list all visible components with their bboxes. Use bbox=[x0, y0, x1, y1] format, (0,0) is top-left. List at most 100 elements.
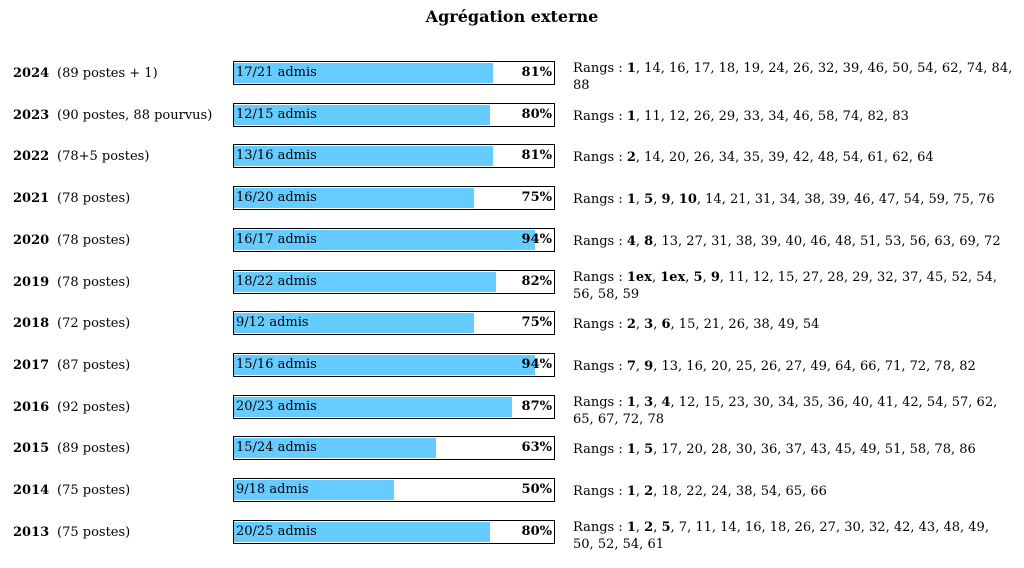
rank-value: 64 bbox=[835, 358, 852, 374]
row-year: 2024 bbox=[13, 66, 50, 81]
rank-value: 62 bbox=[941, 61, 959, 76]
rank-value: 65 bbox=[785, 483, 803, 499]
rank-value: 67 bbox=[597, 412, 615, 427]
rank-value: 50 bbox=[573, 537, 590, 552]
rank-value: 49 bbox=[778, 316, 795, 332]
ranks-label: Rangs : bbox=[573, 483, 627, 499]
ranks-label: Rangs : bbox=[573, 149, 627, 165]
rank-value: 26 bbox=[793, 61, 810, 76]
rank-value: 30 bbox=[735, 441, 753, 457]
rank-value: 13 bbox=[661, 233, 679, 249]
ranks-text: Rangs : 1, 5, 17, 20, 28, 30, 36, 37, 43… bbox=[573, 441, 976, 457]
rank-value: 27 bbox=[802, 270, 820, 285]
rank-value: 27 bbox=[785, 358, 803, 374]
ranks-label: Rangs : bbox=[573, 191, 627, 207]
row-year: 2015 bbox=[13, 441, 50, 456]
ranks-label: Rangs : bbox=[573, 316, 627, 332]
rank-value: 86 bbox=[959, 441, 976, 457]
rank-value: 54 bbox=[917, 61, 934, 76]
bar-percent-label: 80% bbox=[521, 524, 552, 539]
row-ranks: Rangs : 2, 14, 20, 26, 34, 35, 39, 42, 4… bbox=[573, 143, 1013, 171]
rank-value: 64 bbox=[917, 149, 934, 165]
bar-percent-label: 50% bbox=[521, 482, 552, 497]
bar-percent-label: 82% bbox=[521, 274, 552, 289]
rank-value: 9 bbox=[644, 358, 654, 374]
rank-value: 3 bbox=[644, 395, 654, 410]
rank-value: 21 bbox=[703, 316, 721, 332]
rank-value: 4 bbox=[661, 395, 671, 410]
rank-value: 46 bbox=[867, 61, 885, 76]
rank-value: 42 bbox=[902, 395, 919, 410]
bar-percent-label: 75% bbox=[521, 190, 552, 205]
rank-value: 42 bbox=[793, 149, 810, 165]
rank-value: 38 bbox=[735, 233, 753, 249]
rank-value: 15 bbox=[777, 270, 795, 285]
rank-value: 40 bbox=[852, 395, 870, 410]
result-row-2018: 2018 (72 postes) 9/12 admis 75% Rangs : 2, 3… bbox=[0, 310, 1024, 352]
bar-admis-label: 16/20 admis bbox=[236, 190, 317, 205]
rank-value: 46 bbox=[854, 191, 871, 207]
bar-fill-2023 bbox=[234, 105, 490, 125]
rank-value: 14 bbox=[644, 149, 661, 165]
rank-value: 30 bbox=[844, 520, 861, 535]
result-row-2015: 2015 (89 postes) 15/24 admis 63% Rangs : 1, … bbox=[0, 435, 1024, 477]
row-postes-info: (78 postes) bbox=[57, 275, 131, 290]
rank-value: 16 bbox=[686, 358, 703, 374]
bar-percent-label: 75% bbox=[521, 315, 552, 330]
rank-value: 38 bbox=[753, 316, 770, 332]
success-bar: 13/16 admis 81% bbox=[233, 144, 555, 168]
rank-value: 18 bbox=[769, 520, 787, 535]
row-year: 2017 bbox=[13, 358, 50, 373]
rank-value: 54 bbox=[926, 395, 944, 410]
rank-value: 35 bbox=[743, 149, 760, 165]
rank-value: 76 bbox=[978, 191, 995, 207]
rank-value: 52 bbox=[951, 270, 969, 285]
rank-value: 28 bbox=[711, 441, 728, 457]
rank-value: 54 bbox=[903, 191, 921, 207]
success-bar: 9/18 admis 50% bbox=[233, 478, 555, 502]
row-year: 2013 bbox=[13, 525, 50, 540]
rank-value: 39 bbox=[842, 61, 860, 76]
ranks-text: Rangs : 7, 9, 13, 16, 20, 25, 26, 27, 49… bbox=[573, 358, 976, 374]
rank-value: 13 bbox=[661, 358, 679, 374]
rank-value: 11 bbox=[728, 270, 745, 285]
success-bar: 16/20 admis 75% bbox=[233, 186, 555, 210]
row-postes-info: (72 postes) bbox=[57, 316, 131, 331]
ranks-label: Rangs : bbox=[573, 270, 627, 285]
row-year: 2022 bbox=[13, 149, 50, 164]
rank-value: 43 bbox=[810, 441, 827, 457]
rank-value: 5 bbox=[644, 441, 654, 457]
bar-admis-label: 9/18 admis bbox=[236, 482, 309, 497]
row-ranks: Rangs : 1, 5, 17, 20, 28, 30, 36, 37, 43… bbox=[573, 435, 1013, 463]
rank-value: 20 bbox=[711, 358, 728, 374]
success-bar: 20/23 admis 87% bbox=[233, 395, 555, 419]
rank-value: 1 bbox=[626, 61, 636, 76]
result-row-2021: 2021 (78 postes) 16/20 admis 75% Rangs : 1, … bbox=[0, 185, 1024, 227]
rank-value: 14 bbox=[644, 61, 661, 76]
rank-value: 39 bbox=[768, 149, 785, 165]
rank-value: 34 bbox=[779, 191, 797, 207]
rank-value: 5 bbox=[661, 520, 671, 535]
rank-value: 32 bbox=[877, 270, 894, 285]
row-year: 2018 bbox=[13, 316, 50, 331]
rank-value: 17 bbox=[661, 441, 679, 457]
rank-value: 46 bbox=[793, 108, 810, 124]
rank-value: 1ex bbox=[626, 270, 652, 285]
rank-value: 23 bbox=[728, 395, 745, 410]
rank-value: 47 bbox=[878, 191, 896, 207]
rank-value: 11 bbox=[644, 108, 661, 124]
success-bar: 18/22 admis 82% bbox=[233, 270, 555, 294]
rank-value: 82 bbox=[867, 108, 885, 124]
rank-value: 26 bbox=[693, 149, 711, 165]
rank-value: 83 bbox=[892, 108, 909, 124]
rank-value: 61 bbox=[867, 149, 885, 165]
rank-value: 78 bbox=[647, 412, 664, 427]
row-postes-info: (89 postes + 1) bbox=[57, 66, 158, 81]
rank-value: 48 bbox=[835, 233, 852, 249]
rank-value: 75 bbox=[953, 191, 970, 207]
bar-fill-2021 bbox=[234, 188, 474, 208]
bar-admis-label: 18/22 admis bbox=[236, 274, 317, 289]
rank-value: 78 bbox=[934, 441, 951, 457]
rank-value: 9 bbox=[661, 191, 671, 207]
success-bar: 15/24 admis 63% bbox=[233, 436, 555, 460]
